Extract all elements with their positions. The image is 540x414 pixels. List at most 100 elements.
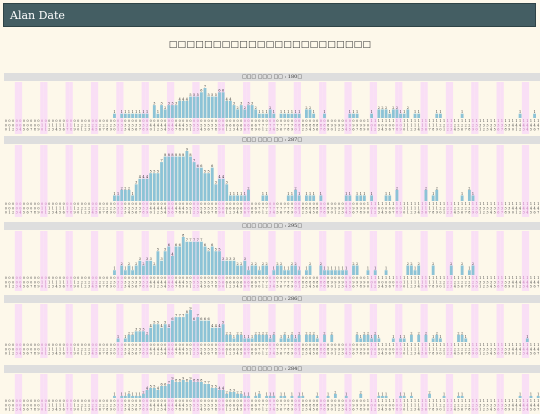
weekend-band bbox=[119, 304, 124, 358]
tick-label: 9 bbox=[363, 408, 365, 412]
weekend-band bbox=[293, 145, 298, 217]
tick-label: 8 bbox=[294, 347, 296, 351]
bar-value-label: 5 bbox=[164, 248, 166, 252]
tick-label: 0 bbox=[5, 206, 7, 210]
tick-label: 8 bbox=[468, 408, 470, 412]
tick-label: 2 bbox=[84, 280, 86, 284]
tick-label: 9 bbox=[255, 211, 257, 215]
bar-value-label: 1 bbox=[385, 267, 387, 271]
bar bbox=[410, 396, 413, 398]
tick-label: 5 bbox=[421, 128, 423, 132]
bar bbox=[304, 195, 308, 201]
tick-label: 1 bbox=[334, 128, 336, 132]
tick-label: 0 bbox=[251, 276, 253, 280]
bar bbox=[257, 270, 261, 275]
tick-label: 3 bbox=[128, 280, 130, 284]
bar-value-label: 6 bbox=[204, 243, 206, 247]
tick-label: 0 bbox=[48, 202, 50, 206]
tick-label: 1 bbox=[403, 119, 405, 123]
bar-value-label: 1 bbox=[135, 392, 137, 396]
tick-label: 1 bbox=[479, 399, 481, 403]
tick-label: 5 bbox=[23, 211, 25, 215]
tick-label: 6 bbox=[26, 128, 28, 132]
bar bbox=[228, 334, 232, 342]
bar bbox=[326, 396, 330, 398]
tick-label: 2 bbox=[461, 347, 463, 351]
tick-label: 3 bbox=[486, 123, 488, 127]
tick-label: 1 bbox=[63, 347, 65, 351]
bar-value-label: 1 bbox=[247, 392, 249, 396]
tick-label: 7 bbox=[291, 206, 293, 210]
tick-label: 0 bbox=[88, 399, 90, 403]
tick-label: 1 bbox=[52, 123, 54, 127]
tick-label: 6 bbox=[316, 128, 318, 132]
tick-label: 0 bbox=[273, 399, 275, 403]
tick-label: 2 bbox=[519, 408, 521, 412]
tick-label: 0 bbox=[327, 202, 329, 206]
weekend-band bbox=[319, 304, 323, 358]
tick-label: 0 bbox=[77, 119, 79, 123]
tick-label: 0 bbox=[37, 276, 39, 280]
tick-label: 0 bbox=[334, 276, 336, 280]
tick-label: 1 bbox=[407, 123, 409, 127]
tick-label: 7 bbox=[103, 128, 105, 132]
tick-label: 8 bbox=[323, 408, 325, 412]
tick-label: 9 bbox=[291, 285, 293, 289]
tick-label: 3 bbox=[121, 347, 123, 351]
tick-label: 9 bbox=[218, 285, 220, 289]
tick-label: 2 bbox=[88, 123, 90, 127]
tick-label: 1 bbox=[8, 211, 10, 215]
bar bbox=[250, 105, 254, 118]
tick-label: 9 bbox=[436, 352, 438, 356]
bar-value-label: 7 bbox=[175, 314, 177, 318]
bar bbox=[239, 105, 243, 118]
tick-label: 4 bbox=[128, 211, 130, 215]
tick-label: 3 bbox=[497, 347, 499, 351]
bar bbox=[127, 189, 131, 201]
bar-value-label: 1 bbox=[323, 267, 325, 271]
tick-label: 0 bbox=[258, 119, 260, 123]
tick-label: 0 bbox=[378, 123, 380, 127]
tick-label: 0 bbox=[34, 399, 36, 403]
tick-label: 1 bbox=[425, 206, 427, 210]
tick-label: 0 bbox=[88, 276, 90, 280]
bar bbox=[457, 334, 460, 342]
tick-label: 9 bbox=[182, 211, 184, 215]
bar bbox=[337, 270, 341, 275]
tick-label: 0 bbox=[153, 343, 155, 347]
tick-label: 0 bbox=[45, 343, 47, 347]
tick-label: 1 bbox=[515, 276, 517, 280]
tick-label: 4 bbox=[533, 206, 535, 210]
tick-label: 3 bbox=[486, 347, 488, 351]
tick-label: 0 bbox=[139, 399, 141, 403]
tick-label: 1 bbox=[530, 119, 532, 123]
tick-label: 0 bbox=[8, 276, 10, 280]
bar-value-label: 3 bbox=[226, 181, 228, 185]
bar bbox=[156, 251, 160, 275]
bar bbox=[435, 113, 439, 118]
tick-label: 1 bbox=[537, 202, 539, 206]
tick-label: 1 bbox=[457, 399, 459, 403]
tick-label: 9 bbox=[399, 128, 401, 132]
bar bbox=[185, 100, 189, 118]
tick-label: 0 bbox=[19, 399, 21, 403]
tick-label: 8 bbox=[251, 128, 253, 132]
tick-label: 1 bbox=[262, 285, 264, 289]
bar bbox=[424, 189, 428, 201]
tick-label: 4 bbox=[537, 347, 539, 351]
tick-label: 1 bbox=[414, 123, 416, 127]
tick-label: 6 bbox=[208, 211, 210, 215]
tick-label: 7 bbox=[269, 347, 271, 351]
tick-label: 5 bbox=[421, 408, 423, 412]
tick-label: 0 bbox=[352, 202, 354, 206]
tick-label: 8 bbox=[294, 123, 296, 127]
tick-label: 8 bbox=[327, 280, 329, 284]
tick-label: 1 bbox=[439, 202, 441, 206]
bar-value-label: 9 bbox=[171, 376, 173, 380]
bar-value-label: 8 bbox=[179, 378, 181, 382]
tick-label: 6 bbox=[226, 280, 228, 284]
tick-label: 6 bbox=[171, 408, 173, 412]
tick-label: 1 bbox=[392, 343, 394, 347]
bar-value-label: 1 bbox=[113, 267, 115, 271]
tick-label: 1 bbox=[472, 202, 474, 206]
